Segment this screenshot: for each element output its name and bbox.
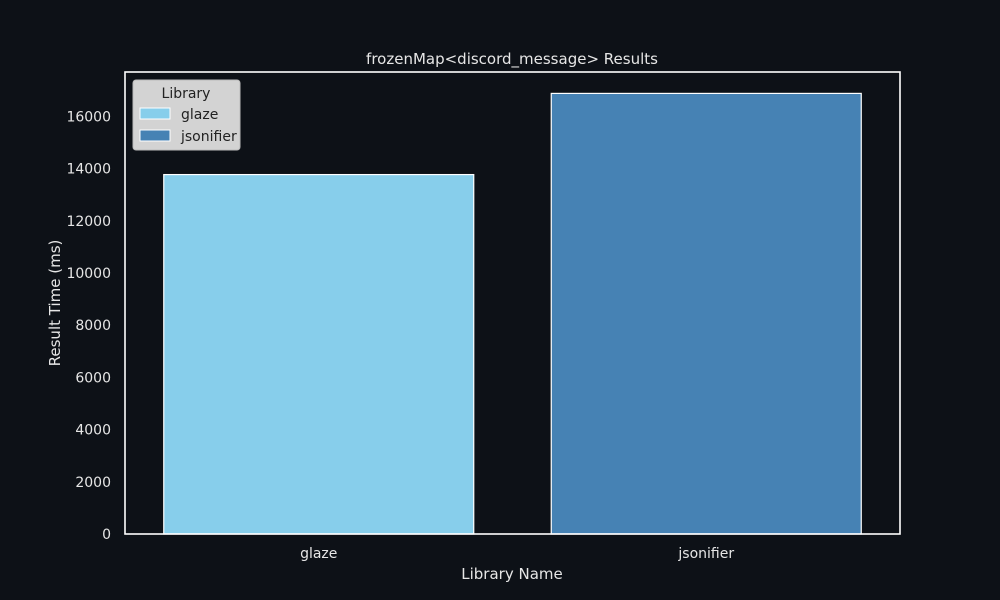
bars-group bbox=[163, 92, 862, 535]
y-tick-label: 16000 bbox=[66, 109, 111, 125]
y-tick-label: 14000 bbox=[66, 162, 111, 178]
y-tick-label: 8000 bbox=[75, 318, 111, 334]
y-tick-label: 2000 bbox=[75, 475, 111, 491]
y-tick-label: 12000 bbox=[66, 214, 111, 230]
x-ticks: glaze jsonifier bbox=[300, 546, 734, 562]
bar-jsonifier bbox=[550, 92, 862, 535]
legend-title: Library bbox=[162, 86, 211, 102]
y-tick-label: 0 bbox=[102, 527, 111, 543]
y-tick-label: 10000 bbox=[66, 266, 111, 282]
x-tick-label: jsonifier bbox=[677, 546, 734, 562]
x-axis-label: Library Name bbox=[461, 565, 562, 583]
plot-frame bbox=[124, 71, 901, 535]
y-tick-label: 6000 bbox=[75, 370, 111, 386]
chart-title: frozenMap<discord_message> Results bbox=[366, 50, 658, 69]
legend-label-jsonifier: jsonifier bbox=[180, 129, 237, 145]
legend-label-glaze: glaze bbox=[181, 107, 218, 123]
legend-entries: glaze jsonifier bbox=[139, 107, 237, 145]
legend-swatch-glaze bbox=[139, 107, 171, 120]
y-axis-label: Result Time (ms) bbox=[46, 240, 64, 367]
x-tick-label: glaze bbox=[300, 546, 337, 562]
y-ticks: 0 2000 4000 6000 8000 10000 12000 14000 16000 bbox=[66, 109, 111, 543]
y-tick-label: 4000 bbox=[75, 423, 111, 439]
bar-glaze bbox=[163, 173, 475, 535]
legend-swatch-jsonifier bbox=[139, 129, 171, 142]
legend: Library glaze jsonifier bbox=[132, 79, 241, 151]
